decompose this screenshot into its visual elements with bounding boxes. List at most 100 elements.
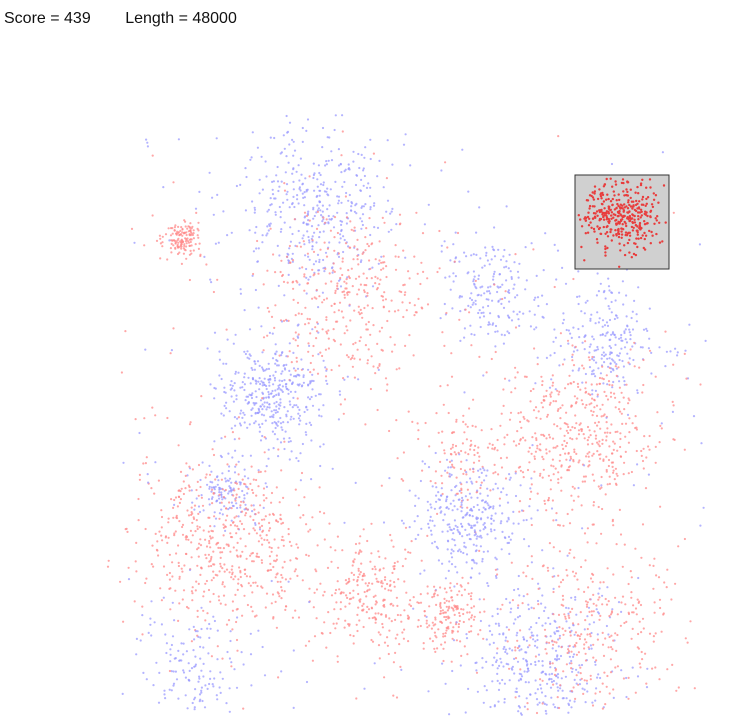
red-point	[196, 234, 199, 237]
blue-point	[228, 657, 231, 660]
blue-point	[501, 678, 504, 682]
blue-point	[326, 193, 329, 196]
blue-point	[386, 199, 390, 202]
blue-point	[342, 250, 345, 254]
blue-point	[330, 218, 333, 221]
red-point	[610, 423, 613, 426]
red-point	[519, 438, 522, 441]
red-point	[545, 448, 548, 451]
blue-point	[609, 338, 612, 341]
blue-point	[484, 500, 487, 503]
red-point	[251, 591, 254, 594]
blue-point	[474, 299, 477, 302]
red-point	[592, 593, 595, 597]
red-point	[330, 280, 333, 283]
red-point	[153, 492, 156, 495]
blue-point	[555, 659, 558, 662]
selected-point	[640, 226, 643, 230]
red-point	[575, 452, 578, 455]
selection-box[interactable]	[574, 174, 670, 270]
red-point	[535, 711, 539, 715]
blue-point	[597, 367, 600, 370]
blue-point	[464, 495, 467, 498]
blue-point	[324, 164, 327, 167]
blue-point	[339, 237, 342, 240]
red-point	[437, 628, 440, 631]
blue-point	[391, 207, 394, 210]
red-point	[367, 608, 371, 611]
blue-point	[275, 423, 278, 426]
red-point	[358, 542, 361, 545]
red-point	[634, 691, 637, 694]
red-point	[518, 500, 522, 503]
blue-point	[283, 447, 286, 451]
blue-point	[555, 626, 559, 629]
red-point	[358, 313, 361, 316]
red-point	[514, 470, 517, 473]
blue-point	[470, 480, 473, 483]
noise-point	[532, 248, 535, 251]
blue-point	[271, 180, 274, 183]
red-point	[344, 242, 348, 245]
blue-point	[450, 489, 453, 492]
red-point	[588, 451, 591, 454]
noise-point	[305, 680, 309, 684]
red-point	[275, 554, 278, 557]
selected-point	[640, 214, 643, 217]
blue-point	[465, 561, 468, 564]
blue-point	[318, 189, 321, 192]
blue-point	[471, 515, 474, 518]
blue-point	[337, 195, 341, 198]
blue-point	[596, 345, 599, 349]
blue-point	[249, 454, 252, 457]
noise-point	[444, 161, 447, 164]
blue-point	[150, 634, 153, 637]
blue-point	[465, 553, 469, 556]
blue-point	[512, 310, 515, 313]
red-point	[183, 231, 186, 234]
red-point	[262, 349, 265, 352]
red-point	[280, 518, 283, 521]
blue-point	[500, 302, 503, 305]
blue-point	[453, 539, 456, 542]
blue-point	[528, 505, 531, 508]
blue-point	[511, 665, 514, 668]
blue-point	[646, 329, 649, 332]
red-point	[590, 383, 593, 386]
blue-point	[302, 234, 305, 237]
blue-point	[637, 286, 640, 289]
selection-rect[interactable]	[574, 174, 670, 270]
blue-point	[478, 508, 481, 511]
red-point	[292, 280, 295, 283]
noise-point	[212, 492, 215, 495]
blue-point	[475, 562, 478, 565]
selected-point	[644, 234, 648, 237]
blue-point	[313, 214, 316, 218]
red-point	[189, 529, 192, 533]
blue-point	[187, 662, 190, 665]
blue-point	[508, 291, 511, 294]
blue-point	[288, 121, 292, 124]
red-point	[553, 673, 557, 677]
blue-point	[293, 375, 296, 378]
blue-point	[249, 632, 252, 635]
red-point	[407, 640, 410, 643]
blue-point	[321, 204, 324, 207]
red-point	[251, 560, 254, 563]
blue-point	[198, 693, 202, 696]
selected-point	[630, 256, 633, 259]
blue-point	[254, 420, 257, 423]
red-point	[189, 229, 192, 232]
blue-point	[355, 174, 359, 177]
selected-point	[635, 237, 638, 240]
red-point	[202, 595, 205, 598]
red-point	[375, 600, 378, 603]
red-point	[567, 614, 570, 617]
red-point	[312, 344, 315, 348]
red-point	[571, 508, 574, 511]
selected-point	[593, 185, 597, 188]
blue-point	[594, 660, 597, 664]
noise-point	[600, 484, 603, 487]
